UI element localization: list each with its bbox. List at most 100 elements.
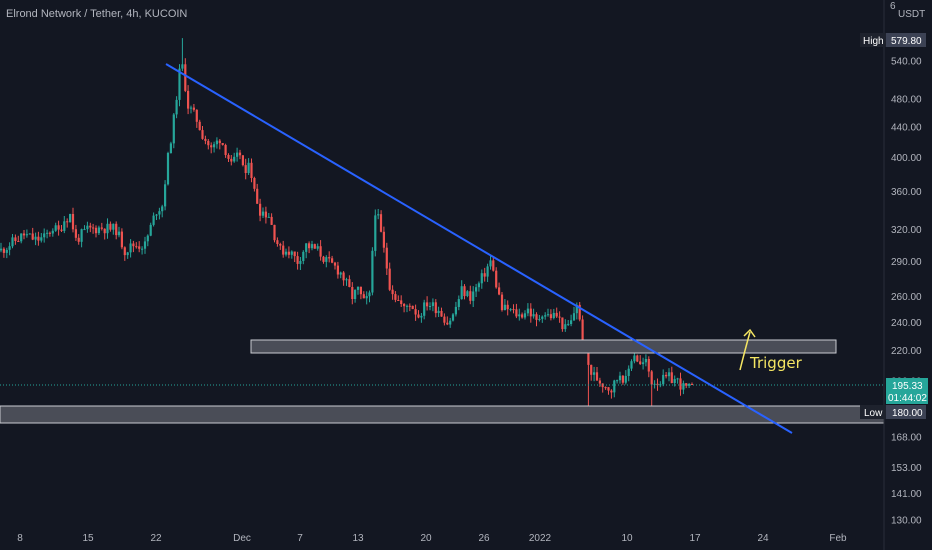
candle-body — [20, 234, 22, 242]
candle-body — [487, 266, 489, 276]
candle-body — [81, 229, 83, 242]
candle-body — [415, 309, 417, 314]
candle-body — [538, 319, 540, 320]
candle-body — [507, 305, 509, 309]
candle-body — [176, 100, 178, 115]
candle-body — [60, 230, 62, 231]
candle-body — [432, 302, 434, 306]
candle-body — [127, 252, 129, 255]
candle-body — [651, 371, 653, 384]
candle-body — [58, 225, 60, 229]
candle-body — [351, 287, 353, 299]
candle-body — [636, 356, 638, 362]
candle-body — [688, 384, 690, 386]
time-tick-label: 20 — [420, 533, 432, 544]
candle-body — [207, 141, 209, 145]
candle-body — [469, 291, 471, 301]
candle-body — [685, 383, 687, 386]
candle-body — [541, 317, 543, 319]
candle-body — [141, 249, 143, 250]
price-tick-label: 220.00 — [891, 346, 922, 357]
price-tick-label: 320.00 — [891, 225, 922, 236]
candle-body — [409, 306, 411, 307]
price-tick-label: 360.00 — [891, 187, 922, 198]
candle-body — [314, 244, 316, 249]
axis-currency: USDT — [898, 9, 925, 20]
candle-body — [366, 296, 368, 298]
countdown-value: 01:44:02 — [888, 393, 927, 404]
candle-body — [248, 163, 250, 173]
low-badge-value: 180.00 — [892, 408, 923, 419]
candle-body — [515, 309, 517, 316]
candle-body — [639, 361, 641, 364]
candle-body — [320, 246, 322, 256]
candle-body — [230, 159, 232, 162]
candle-body — [420, 316, 422, 318]
candle-body — [288, 252, 290, 255]
candle-body — [242, 155, 244, 165]
axis-top-cut-label: 6 — [890, 1, 896, 12]
resistance-zone[interactable] — [251, 340, 836, 353]
candle-body — [371, 251, 373, 293]
candle-body — [253, 178, 255, 189]
candle-body — [354, 290, 356, 299]
candle-body — [668, 372, 670, 376]
candle-body — [423, 302, 425, 315]
candle-body — [210, 145, 212, 147]
candle-body — [69, 214, 71, 222]
price-tick-label: 168.00 — [891, 433, 922, 444]
candle-body — [144, 241, 146, 248]
candle-body — [596, 372, 598, 380]
candle-body — [463, 286, 465, 296]
price-tick-label: 141.00 — [891, 489, 922, 500]
candle-body — [173, 115, 175, 144]
candle-body — [524, 313, 526, 317]
candle-body — [368, 293, 370, 297]
candle-body — [23, 234, 25, 236]
candle-body — [299, 261, 301, 264]
candle-body — [481, 273, 483, 283]
price-tick-label: 260.00 — [891, 292, 922, 303]
candle-body — [501, 295, 503, 311]
candle-body — [92, 228, 94, 229]
candle-body — [153, 216, 155, 225]
candle-body — [426, 302, 428, 306]
candle-body — [677, 378, 679, 379]
candle-body — [518, 314, 520, 316]
candle-body — [489, 260, 491, 266]
candle-body — [605, 387, 607, 388]
candle-body — [322, 257, 324, 262]
candle-body — [590, 365, 592, 375]
candle-body — [190, 108, 192, 109]
candle-body — [285, 252, 287, 255]
candle-body — [32, 234, 34, 240]
candle-body — [337, 266, 339, 275]
candle-body — [138, 246, 140, 248]
candle-body — [155, 215, 157, 216]
candle-body — [130, 244, 132, 253]
price-tick-label: 130.00 — [891, 515, 922, 526]
chart-title: Elrond Network / Tether, 4h, KUCOIN — [6, 8, 187, 20]
candle-body — [46, 233, 48, 234]
candle-body — [622, 376, 624, 383]
candle-body — [101, 228, 103, 229]
candle-body — [193, 108, 195, 110]
candle-body — [132, 244, 134, 247]
candle-body — [271, 217, 273, 225]
candle-body — [112, 224, 114, 230]
candle-body — [484, 273, 486, 276]
candle-body — [357, 287, 359, 290]
candle-body — [446, 323, 448, 325]
time-tick-label: 8 — [17, 533, 23, 544]
candle-body — [512, 309, 514, 310]
candle-body — [495, 271, 497, 288]
candle-body — [181, 64, 183, 68]
candle-body — [294, 252, 296, 257]
candle-body — [86, 226, 88, 229]
candle-body — [380, 214, 382, 232]
candle-body — [222, 143, 224, 145]
candle-body — [478, 283, 480, 287]
price-tick-label: 400.00 — [891, 153, 922, 164]
